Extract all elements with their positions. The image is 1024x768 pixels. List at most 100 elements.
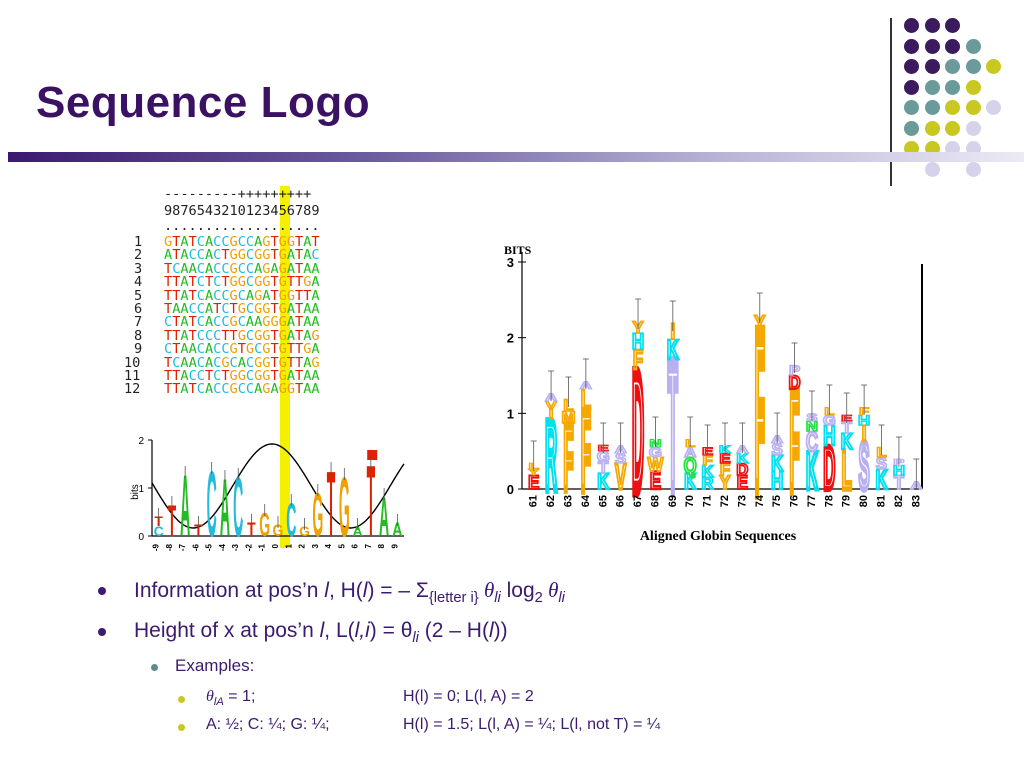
bullet-information: Information at pos’n l, H(l) = – Σ{lette… bbox=[134, 578, 565, 607]
alignment-row-sequence: CTATCACCGCAAGGGATAA bbox=[164, 314, 320, 331]
alignment-row-number: 1 bbox=[134, 234, 143, 250]
globin-logo-ytick: 3 bbox=[507, 255, 514, 270]
globin-logo-letter: K bbox=[806, 443, 818, 501]
alignment-row-number: 11 bbox=[124, 368, 141, 384]
globin-logo-letter: C bbox=[806, 426, 818, 457]
globin-logo-xtick: 64 bbox=[580, 494, 592, 507]
alignment-row-sequence: CTAACACCGTGCGTGTTGA bbox=[164, 341, 320, 358]
sub-sub-bullet-marker bbox=[178, 696, 185, 703]
globin-logo-xtick: 72 bbox=[719, 495, 731, 507]
alignment-row-sequence: TCAACACCGCCAGAGATAA bbox=[164, 260, 320, 277]
decorative-dot bbox=[945, 38, 960, 54]
globin-logo-letter: I bbox=[862, 422, 867, 447]
example-one-right: H(l) = 0; L(l, A) = 2 bbox=[403, 688, 534, 705]
decorative-dot bbox=[924, 59, 940, 74]
dna-logo-letter: A bbox=[379, 485, 389, 548]
globin-logo-letter: N bbox=[806, 419, 818, 434]
alignment-row-sequence: TTATCACCGCAGATGGTTA bbox=[164, 287, 320, 304]
globin-logo-xtick: 65 bbox=[597, 495, 609, 507]
globin-logo-xtick: 67 bbox=[632, 495, 644, 507]
dna-logo-xtick: -5 bbox=[205, 543, 214, 551]
dna-logo-xtick: -1 bbox=[258, 543, 267, 551]
decorative-dot bbox=[924, 161, 940, 177]
globin-logo-letter: D bbox=[736, 460, 748, 479]
globin-logo-letter: D bbox=[823, 433, 835, 503]
globin-logo-letter: K bbox=[667, 334, 679, 365]
globin-logo-xtick: 69 bbox=[667, 495, 679, 507]
globin-logo-ylabel: BITS bbox=[504, 243, 532, 257]
decorative-dot bbox=[904, 120, 919, 136]
dna-logo-xtick: 8 bbox=[377, 543, 386, 548]
decorative-dot bbox=[965, 38, 981, 54]
examples-label: Examples: bbox=[175, 656, 255, 675]
alignment-row-sequence: TTACCTCTGGCGGTGATAA bbox=[164, 368, 320, 384]
dna-logo-letter: A bbox=[392, 519, 402, 541]
sub-sub-bullet-marker bbox=[178, 724, 185, 731]
globin-logo-letter: F bbox=[633, 344, 643, 375]
dna-logo-ytick: 1 bbox=[138, 484, 144, 495]
globin-logo-letter: K bbox=[684, 470, 697, 495]
globin-logo-xtick: 68 bbox=[649, 495, 661, 507]
dna-logo-letter: T bbox=[194, 522, 203, 540]
slide-title: Sequence Logo bbox=[36, 78, 371, 127]
decorative-dot bbox=[965, 79, 981, 95]
dna-logo-xtick: 2 bbox=[298, 543, 307, 548]
title-vertical-divider bbox=[890, 18, 892, 186]
globin-logo-ytick: 0 bbox=[507, 482, 514, 497]
decorative-dot bbox=[904, 100, 919, 115]
globin-logo-letter: D bbox=[632, 340, 644, 526]
alignment-row-sequence: GTATCACCGCCAGTGGTAT bbox=[164, 234, 320, 250]
dna-logo-letter: G bbox=[259, 507, 270, 544]
decorative-dot bbox=[945, 59, 960, 74]
alignment-row-number: 8 bbox=[134, 327, 143, 344]
globin-logo-xtick: 63 bbox=[562, 495, 574, 507]
globin-logo-letter: Y bbox=[719, 472, 730, 493]
globin-logo-letter: K bbox=[736, 451, 748, 466]
globin-logo-letter: L bbox=[581, 384, 591, 415]
decorative-dot bbox=[965, 161, 981, 177]
globin-logo-letter: S bbox=[772, 440, 783, 459]
alignment-header-dots: ................... bbox=[164, 218, 320, 234]
globin-logo-letter: S bbox=[615, 451, 626, 466]
globin-logo-letter: E bbox=[737, 472, 748, 493]
alignment-row-number: 9 bbox=[134, 341, 143, 358]
globin-logo-letter: M bbox=[561, 408, 575, 427]
bullet-marker bbox=[98, 587, 106, 595]
dna-logo-letter: C bbox=[207, 454, 217, 557]
decorative-dot bbox=[945, 120, 960, 136]
dna-logo-letter: T bbox=[154, 513, 163, 529]
decorative-dot bbox=[945, 18, 960, 33]
dna-logo-xtick: -2 bbox=[244, 543, 253, 551]
globin-logo-letter: G bbox=[597, 449, 610, 464]
alignment-row-number: 12 bbox=[124, 381, 141, 398]
decorative-dot bbox=[945, 79, 960, 95]
globin-logo-letter: E bbox=[719, 451, 730, 466]
dna-logo-xtick: 3 bbox=[311, 543, 320, 548]
alignment-header-signs: ---------+++++++++ bbox=[164, 186, 312, 202]
alignment-row-number: 10 bbox=[124, 354, 141, 371]
dna-logo-ytick: 2 bbox=[138, 436, 144, 447]
alignment-row-sequence: TAACCATCTGCGGTGATAA bbox=[164, 301, 320, 317]
globin-logo-letter: Q bbox=[684, 454, 697, 479]
decorative-dot bbox=[965, 120, 981, 136]
dna-logo-xtick: -8 bbox=[165, 543, 174, 551]
globin-logo-letter: K bbox=[841, 430, 854, 455]
dna-logo-letter: G bbox=[312, 482, 323, 550]
title-underline-gradient bbox=[8, 152, 1024, 162]
globin-logo-letter: R bbox=[545, 401, 557, 510]
globin-logo-letter: V bbox=[615, 456, 626, 497]
bullet-height: Height of x at pos’n l, L(l,i) = θli (2 … bbox=[134, 619, 508, 647]
decorative-dot bbox=[965, 59, 981, 74]
dna-logo-xtick: -6 bbox=[191, 543, 200, 551]
decorative-dot bbox=[986, 100, 1001, 115]
globin-logo-xtick: 79 bbox=[841, 495, 853, 507]
dna-logo-letter: T bbox=[367, 446, 376, 558]
dna-logo-xtick: -3 bbox=[231, 543, 240, 551]
decorative-dot bbox=[924, 38, 940, 54]
globin-logo-letter: F bbox=[581, 388, 591, 512]
globin-logo-ytick: 2 bbox=[507, 331, 514, 346]
dna-logo-letter: G bbox=[273, 522, 284, 540]
globin-logo-letter: S bbox=[876, 454, 887, 473]
